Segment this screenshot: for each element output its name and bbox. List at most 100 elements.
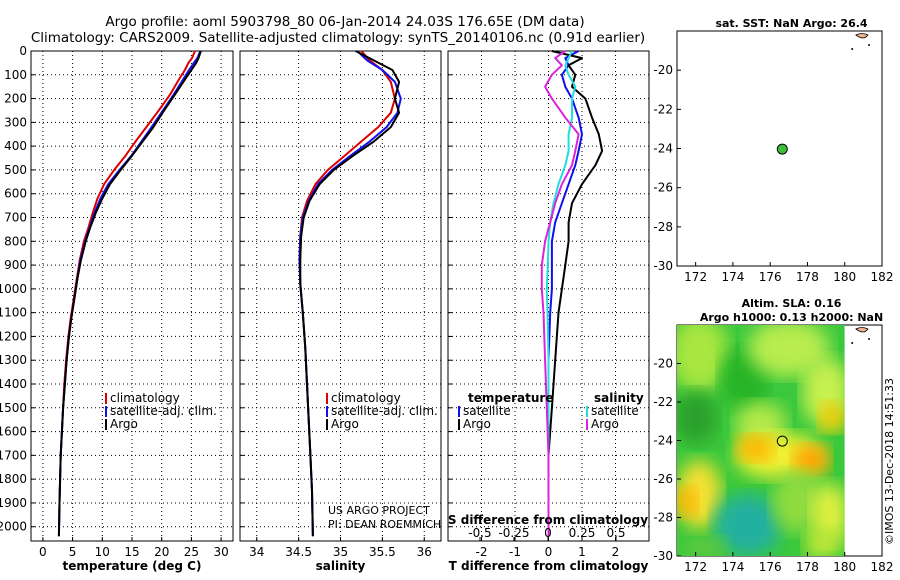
- difference-stick-label: 0.5: [606, 526, 625, 540]
- temperature-ytick-label: 0: [19, 44, 27, 58]
- temperature-xtick-label: 15: [124, 545, 139, 559]
- sla-anomaly-patch: [811, 482, 845, 545]
- project-credit-line2: PI: DEAN ROEMMICH: [328, 518, 441, 531]
- sla-map-title-2: Argo h1000: 0.13 h2000: NaN: [700, 311, 883, 324]
- temperature-ytick-label: 100: [4, 68, 27, 82]
- temperature-ytick-label: 300: [4, 115, 27, 129]
- difference-secondary-xlabel: S difference from climatology: [448, 513, 648, 527]
- salinity-xlabel: salinity: [316, 559, 366, 573]
- temperature-ytick-label: 900: [4, 258, 27, 272]
- temperature-legend-swatch: [105, 406, 107, 417]
- sst-map-xtick-label: 178: [796, 270, 819, 284]
- difference-line-s-argo: [540, 50, 580, 537]
- difference-legend-salinity-label: Argo: [591, 417, 619, 431]
- sla-anomaly-patch: [714, 494, 782, 556]
- difference-xtick-label: 1: [578, 545, 586, 559]
- difference-legend-temperature-label: Argo: [463, 417, 491, 431]
- temperature-ytick-label: 1400: [0, 377, 27, 391]
- sla-anomaly-patch: [677, 325, 730, 393]
- sst-map-island: [851, 48, 854, 50]
- temperature-ytick-label: 500: [4, 163, 27, 177]
- salinity-legend-label: satellite-adj. clim.: [331, 404, 438, 418]
- salinity-legend-label: climatology: [331, 391, 401, 405]
- sla-anomaly-patch: [677, 486, 698, 518]
- sst-map-profile-marker: [776, 143, 788, 155]
- temperature-xtick-label: 30: [213, 545, 228, 559]
- sla-map-ytick-label: -22: [653, 395, 673, 409]
- sla-map-ytick-label: -20: [653, 357, 673, 371]
- sst-map-xtick-label: 182: [871, 270, 894, 284]
- difference-legend-salinity-swatch: [586, 406, 588, 417]
- sla-map-island: [867, 338, 870, 340]
- temperature-ytick-label: 800: [4, 234, 27, 248]
- sla-map-xtick-label: 182: [871, 560, 894, 574]
- sla-map-xtick-label: 172: [684, 560, 707, 574]
- temperature-xlabel: temperature (deg C): [63, 559, 202, 573]
- sst-map-xtick-label: 180: [833, 270, 856, 284]
- temperature-legend-label: Argo: [110, 417, 138, 431]
- difference-xtick-label: -1: [509, 545, 521, 559]
- temperature-panel: 0 5 10 15 20 25 300100200300400500600700800900…: [0, 44, 234, 573]
- temperature-ytick-label: 1600: [0, 425, 27, 439]
- temperature-ytick-label: 2000: [0, 520, 27, 534]
- sst-map-ytick-label: -20: [653, 63, 673, 77]
- temperature-xtick-label: 0: [39, 545, 47, 559]
- sla-map-title-1: Altim. SLA: 0.16: [742, 297, 842, 310]
- sla-anomaly-patch: [682, 536, 728, 556]
- difference-legend-temperature-title: temperature: [468, 391, 553, 405]
- sst-map-ytick-label: -26: [653, 181, 673, 195]
- sst-map-ytick-label: -30: [653, 259, 673, 273]
- sla-map-xtick-label: 174: [721, 560, 744, 574]
- sla-map-profile-marker: [776, 435, 788, 447]
- temperature-ytick-label: 1000: [0, 282, 27, 296]
- temperature-ytick-label: 1800: [0, 472, 27, 486]
- temperature-ytick-label: 200: [4, 92, 27, 106]
- difference-xtick-label: 2: [612, 545, 620, 559]
- sst-map-panel: sat. SST: NaN Argo: 26.4 172 174 176 178 180 1…: [653, 17, 893, 284]
- difference-legend-temperature-swatch: [458, 406, 460, 417]
- temperature-ytick-label: 1200: [0, 329, 27, 343]
- sst-map-ytick-label: -22: [653, 102, 673, 116]
- salinity-panel: 34 34.5 35 35.5 36 salinity climatologysatelli…: [239, 50, 442, 573]
- difference-xlabel: T difference from climatology: [449, 559, 649, 573]
- sst-map-xtick-label: 174: [721, 270, 744, 284]
- difference-xtick-label: 0: [545, 545, 553, 559]
- sst-map-ytick-label: -24: [653, 142, 673, 156]
- sla-map-ytick-label: -24: [653, 434, 673, 448]
- difference-legend-salinity-swatch: [586, 419, 588, 430]
- temperature-line-argo: [57, 50, 202, 537]
- temperature-ytick-label: 400: [4, 139, 27, 153]
- temperature-legend-swatch: [105, 393, 107, 404]
- sla-anomaly-patch: [772, 471, 825, 533]
- temperature-xtick-label: 20: [154, 545, 169, 559]
- temperature-ytick-label: 1500: [0, 401, 27, 415]
- temperature-ytick-label: 1300: [0, 353, 27, 367]
- sla-map-island: [851, 342, 854, 344]
- temperature-xtick-label: 10: [95, 545, 110, 559]
- sla-map-xtick-label: 180: [833, 560, 856, 574]
- salinity-legend-swatch: [326, 419, 328, 430]
- salinity-legend-swatch: [326, 406, 328, 417]
- salinity-xtick-label: 35.5: [369, 545, 396, 559]
- sla-map-xtick-label: 176: [759, 560, 782, 574]
- difference-legend-salinity-label: satellite: [591, 404, 639, 418]
- temperature-ytick-label: 600: [4, 187, 27, 201]
- temperature-ytick-label: 1900: [0, 496, 27, 510]
- temperature-legend-label: climatology: [110, 391, 180, 405]
- sla-anomaly-patch: [792, 444, 830, 476]
- sst-map-title-1: sat. SST: NaN Argo: 26.4: [715, 17, 867, 30]
- difference-line-t-argo: [547, 50, 604, 537]
- sst-map-coast-fiji: [855, 33, 869, 39]
- temperature-xtick-label: 25: [184, 545, 199, 559]
- timestamp: ©IMOS 13-Dec-2018 14:51:33: [883, 378, 896, 545]
- figure-title-line2: Climatology: CARS2009. Satellite-adjuste…: [31, 30, 645, 46]
- temperature-legend-swatch: [105, 419, 107, 430]
- temperature-ytick-label: 700: [4, 211, 27, 225]
- salinity-xtick-label: 34.5: [285, 545, 312, 559]
- sst-map-island: [867, 44, 870, 46]
- difference-stick-label: 0: [544, 526, 552, 540]
- difference-legend-salinity-title: salinity: [594, 391, 644, 405]
- sla-map-ytick-label: -26: [653, 472, 673, 486]
